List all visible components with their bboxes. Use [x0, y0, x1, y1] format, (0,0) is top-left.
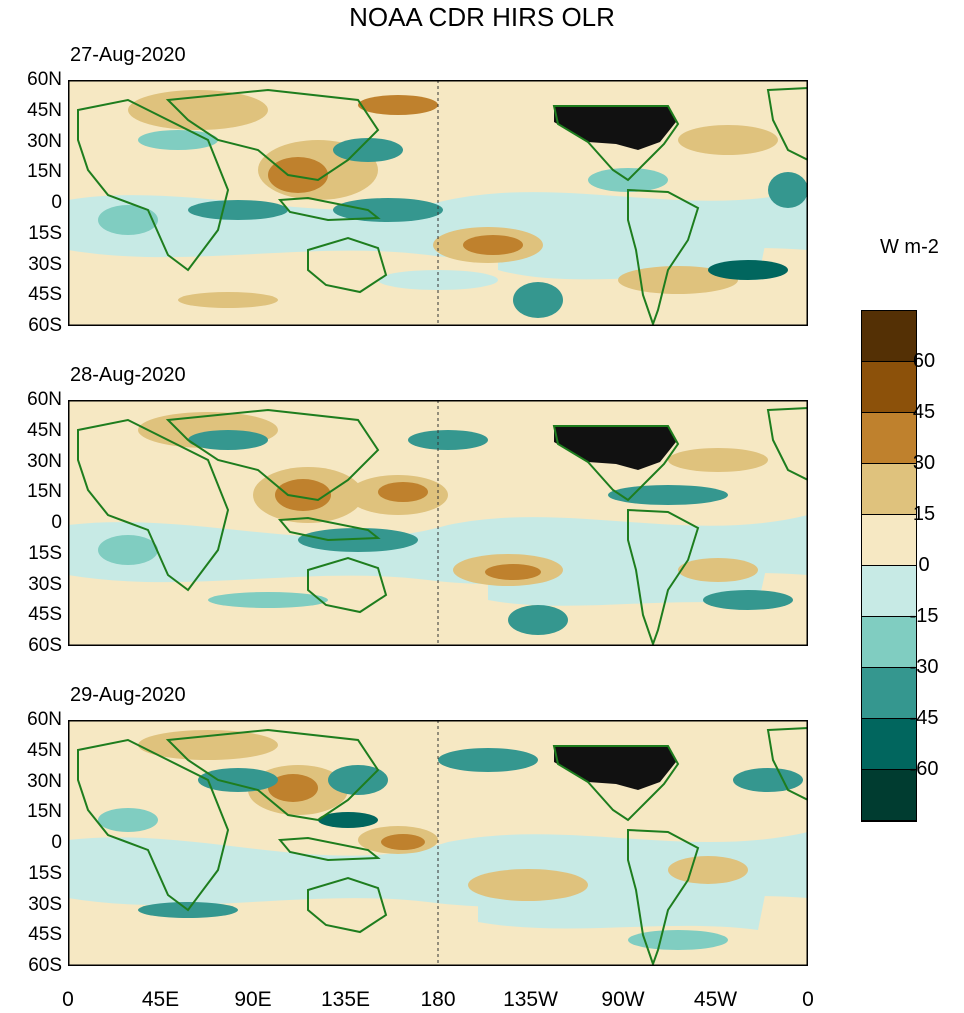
colorbar-swatch — [862, 311, 916, 362]
latitude-label: 0 — [51, 192, 62, 213]
longitude-label: 90E — [234, 988, 272, 1011]
olr-map-panel — [68, 720, 808, 966]
latitude-label: 30S — [28, 893, 62, 915]
colorbar — [861, 310, 917, 822]
latitude-label: 30N — [27, 770, 62, 792]
latitude-label: 45N — [27, 99, 62, 121]
colorbar-tick-label: 45 — [912, 401, 936, 423]
latitude-label: 60S — [28, 315, 62, 336]
figure-title: NOAA CDR HIRS OLR — [349, 2, 615, 32]
colorbar-swatch — [862, 464, 916, 515]
latitude-label: 0 — [51, 832, 62, 853]
latitude-label: 0 — [51, 512, 62, 533]
latitude-label: 30S — [28, 573, 62, 595]
longitude-label: 135W — [503, 988, 558, 1011]
longitude-label: 0 — [62, 988, 74, 1011]
colorbar-tick-label: -30 — [909, 656, 939, 678]
units-label: W m-2 — [880, 236, 939, 258]
latitude-label: 15N — [27, 481, 62, 503]
latitude-label: 15N — [27, 801, 62, 823]
colorbar-tick-label: 15 — [912, 503, 936, 525]
colorbar-swatch — [862, 566, 916, 617]
longitude-label: 90W — [601, 988, 645, 1011]
latitude-label: 45S — [28, 924, 62, 946]
panel-date-label: 29-Aug-2020 — [70, 684, 186, 706]
olr-anomaly-field — [68, 412, 808, 635]
longitude-label: 180 — [420, 988, 456, 1011]
colorbar-tick-label: -45 — [909, 707, 939, 729]
longitude-label: 45W — [693, 988, 738, 1011]
latitude-label: 60S — [28, 635, 62, 656]
latitude-label: 45S — [28, 284, 62, 306]
colorbar-swatch — [862, 719, 916, 770]
colorbar-swatch — [862, 617, 916, 668]
olr-anomaly-field — [68, 90, 808, 318]
latitude-label: 30N — [27, 450, 62, 472]
latitude-label: 60S — [28, 955, 62, 976]
map-svg — [68, 80, 808, 326]
latitude-label: 30N — [27, 130, 62, 152]
coastlines — [77, 406, 808, 646]
latitude-label: 45N — [27, 419, 62, 441]
latitude-label: 15N — [27, 161, 62, 183]
panel-date-label: 28-Aug-2020 — [70, 364, 186, 386]
colorbar-tick-label: -15 — [909, 605, 939, 627]
colorbar-tick-label: 0 — [918, 554, 930, 576]
colorbar-tick-label: 30 — [912, 452, 936, 474]
colorbar-swatch — [862, 515, 916, 566]
coastlines — [77, 86, 808, 326]
coastlines — [77, 726, 808, 966]
map-svg — [68, 720, 808, 966]
olr-map-panel — [68, 400, 808, 646]
colorbar-swatch — [862, 770, 916, 821]
map-svg — [68, 400, 808, 646]
latitude-label: 15S — [28, 542, 62, 564]
latitude-label: 30S — [28, 253, 62, 275]
colorbar-swatch — [862, 413, 916, 464]
latitude-label: 60N — [27, 69, 62, 90]
colorbar-tick-label: -60 — [909, 758, 939, 780]
latitude-label: 45S — [28, 604, 62, 626]
latitude-label: 60N — [27, 709, 62, 730]
colorbar-tick-label: 60 — [912, 350, 936, 372]
latitude-label: 15S — [28, 222, 62, 244]
olr-map-panel — [68, 80, 808, 326]
longitude-label: 135E — [320, 988, 371, 1011]
olr-anomaly-field — [68, 730, 808, 950]
colorbar-swatch — [862, 668, 916, 719]
latitude-label: 60N — [27, 389, 62, 410]
colorbar-swatch — [862, 362, 916, 413]
latitude-label: 45N — [27, 739, 62, 761]
latitude-label: 15S — [28, 862, 62, 884]
longitude-label: 45E — [141, 988, 180, 1011]
panel-date-label: 27-Aug-2020 — [70, 44, 186, 66]
longitude-label: 0 — [802, 988, 814, 1011]
